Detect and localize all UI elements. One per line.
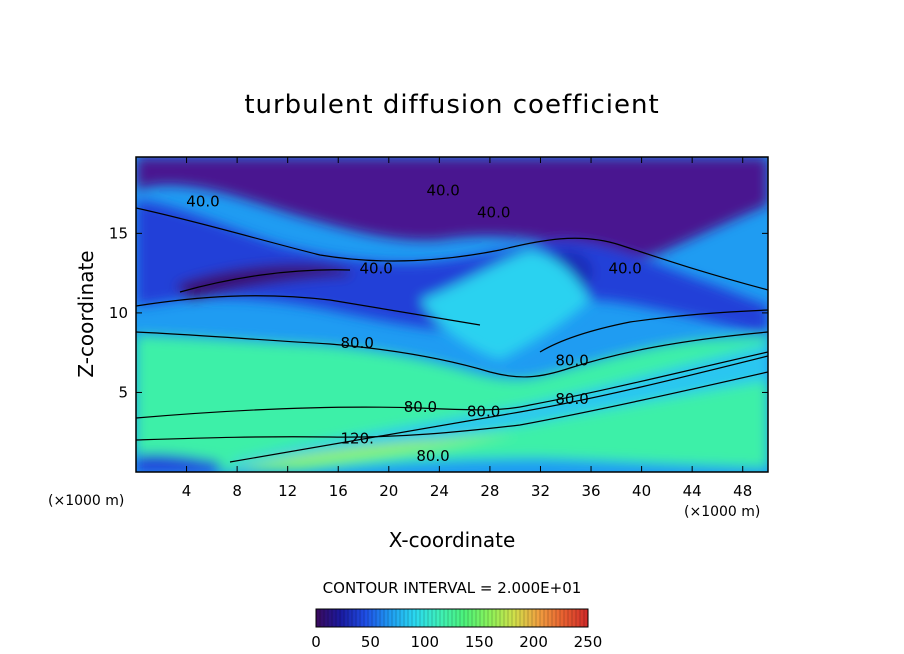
x-tick-label: 24 <box>430 482 449 500</box>
z-unit-label: (×1000 m) <box>48 493 124 509</box>
x-tick-label: 12 <box>278 482 297 500</box>
x-tick-label: 36 <box>581 482 600 500</box>
y-tick-label: 5 <box>118 383 128 401</box>
y-tick-label: 10 <box>109 304 128 322</box>
contour-label: 80.0 <box>404 398 437 416</box>
contour-label: 120. <box>340 430 373 448</box>
colorbar <box>316 609 588 627</box>
colorbar-tick-label: 0 <box>311 633 321 651</box>
colorbar-tick-label: 50 <box>361 633 380 651</box>
y-axis-label: Z-coordinate <box>74 250 98 377</box>
x-tick-label: 40 <box>632 482 651 500</box>
colorbar-tick-label: 200 <box>519 633 548 651</box>
contour-label: 40.0 <box>186 193 219 211</box>
contour-interval-label: CONTOUR INTERVAL = 2.000E+01 <box>323 579 582 597</box>
colorbar-frame <box>315 608 589 628</box>
x-tick-label: 20 <box>379 482 398 500</box>
contour-label: 40.0 <box>477 204 510 222</box>
x-tick-label: 32 <box>531 482 550 500</box>
plot-frame <box>135 156 769 473</box>
contour-label: 40.0 <box>426 181 459 199</box>
chart-title: turbulent diffusion coefficient <box>244 90 659 120</box>
x-tick-label: 8 <box>232 482 242 500</box>
colorbar-ticks: 0 50 100 150 200 250 <box>311 633 602 651</box>
field-image <box>136 157 768 472</box>
x-tick-label: 48 <box>733 482 752 500</box>
contour-labels: 80.0 40.0 40.0 40.0 40.0 40.0 80.0 80.0 80.0 80.0… <box>186 181 642 465</box>
y-tick-label: 15 <box>109 224 128 242</box>
x-axis-label: X-coordinate <box>389 528 516 552</box>
x-tick-label: 28 <box>480 482 499 500</box>
x-tick-label: 16 <box>329 482 348 500</box>
contour-label: 80.0 <box>340 334 373 352</box>
contour-label: 40.0 <box>359 259 392 277</box>
x-unit-label: (×1000 m) <box>684 504 760 520</box>
colorbar-tick-label: 250 <box>574 633 603 651</box>
contour-label: 40.0 <box>608 259 641 277</box>
contour-label: 80.0 <box>416 447 449 465</box>
colorbar-tick-label: 100 <box>410 633 439 651</box>
contour-label: 80.0 <box>555 390 588 408</box>
colorbar-stripes <box>319 609 585 627</box>
contour-label: 80.0 <box>467 403 500 421</box>
x-tick-label: 44 <box>683 482 702 500</box>
colorbar-tick-label: 150 <box>465 633 494 651</box>
x-tick-label: 4 <box>182 482 192 500</box>
contour-label: 80.0 <box>555 352 588 370</box>
